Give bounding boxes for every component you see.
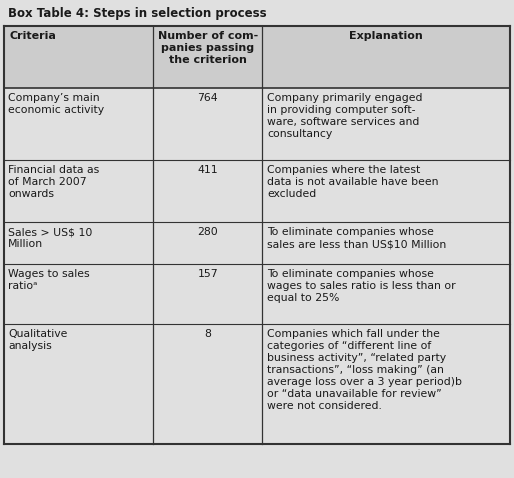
Bar [4,4,510,26]
Text: To eliminate companies whose
wages to sales ratio is less than or
equal to 25%: To eliminate companies whose wages to sa… [267,269,456,303]
Text: 411: 411 [197,165,218,175]
Text: 764: 764 [197,93,218,103]
Text: Explanation: Explanation [349,31,423,41]
Text: Qualitative
analysis: Qualitative analysis [8,329,67,351]
Text: 157: 157 [197,269,218,279]
Text: Box Table 4: Steps in selection process: Box Table 4: Steps in selection process [8,7,267,20]
Bar [4,222,510,264]
Text: 8: 8 [204,329,211,339]
Text: To eliminate companies whose
sales are less than US$10 Million: To eliminate companies whose sales are l… [267,227,446,249]
Text: Wages to sales
ratioᵃ: Wages to sales ratioᵃ [8,269,89,291]
Text: Company’s main
economic activity: Company’s main economic activity [8,93,104,115]
Bar [4,26,510,444]
Text: Criteria: Criteria [9,31,56,41]
Bar [4,264,510,324]
Bar [4,160,510,222]
Text: Number of com-
panies passing
the criterion: Number of com- panies passing the criter… [157,31,258,65]
Text: 280: 280 [197,227,218,237]
Bar [4,88,510,160]
Text: Companies which fall under the
categories of “different line of
business activit: Companies which fall under the categorie… [267,329,462,411]
Text: Company primarily engaged
in providing computer soft-
ware, software services an: Company primarily engaged in providing c… [267,93,423,139]
Bar [4,26,510,88]
Bar [4,324,510,444]
Text: Financial data as
of March 2007
onwards: Financial data as of March 2007 onwards [8,165,99,199]
Text: Companies where the latest
data is not available have been
excluded: Companies where the latest data is not a… [267,165,438,199]
Text: Sales > US$ 10
Million: Sales > US$ 10 Million [8,227,93,249]
